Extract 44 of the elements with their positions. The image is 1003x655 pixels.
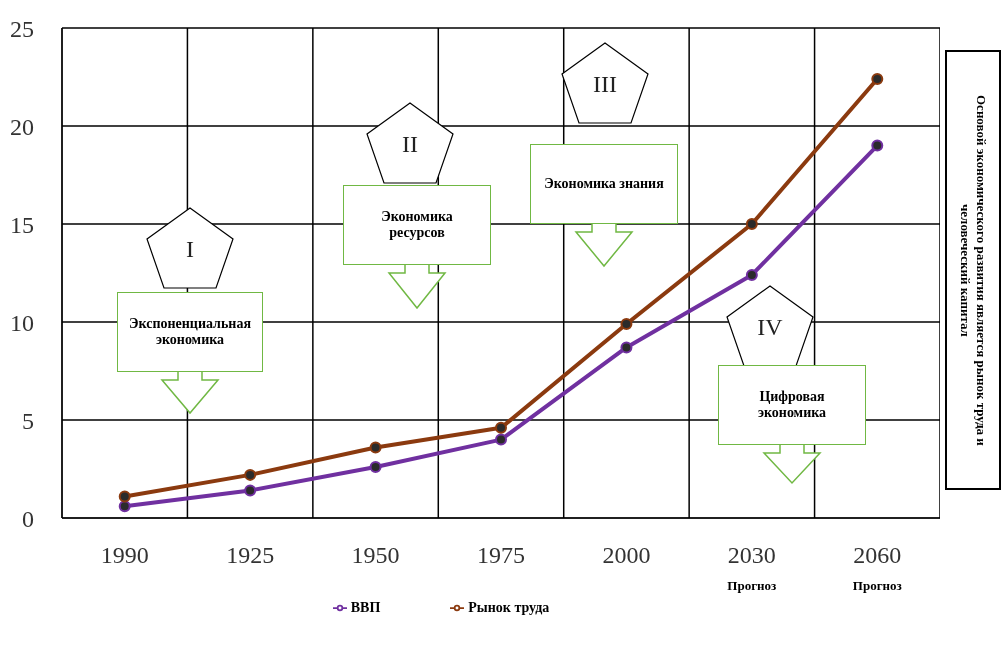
point [244, 468, 257, 481]
y-tick-label: 20 [10, 113, 34, 140]
x-tick-label: 2030 [727, 542, 776, 569]
point [495, 421, 507, 434]
point [495, 433, 507, 446]
annotation: Цифровая экономика [756, 389, 828, 421]
y-tick-label: 15 [10, 211, 34, 238]
note-box: Основой экономического развития является рынок труда и человеческий капитал [945, 50, 1001, 490]
text: Прогноз [726, 578, 778, 594]
annotation: IV [756, 314, 784, 341]
legend-label: Рынок труда [468, 600, 550, 615]
annotation: Экспоненциальная экономика [128, 316, 252, 348]
x-tick-label: 1975 [477, 542, 525, 569]
annotation: Экономика ресурсов [380, 209, 454, 241]
point [745, 268, 758, 281]
point [620, 317, 633, 330]
annotation: II [401, 131, 419, 158]
x-tick-label: 1990 [100, 542, 149, 569]
point [118, 490, 131, 503]
x-tick-label: 1950 [351, 542, 400, 569]
y-tick-label: 10 [10, 309, 34, 336]
callout-box: Экономика ресурсов [343, 185, 491, 265]
text: Прогноз [851, 578, 903, 594]
point [369, 461, 382, 474]
callout-box: Экспоненциальная экономика [117, 292, 263, 372]
annotation: I [185, 236, 195, 263]
callout-box: Цифровая экономика [718, 365, 866, 445]
annotation: Экономика знания [544, 176, 664, 192]
y-tick-label: 5 [22, 407, 34, 434]
y-tick-label: 25 [10, 15, 34, 42]
x-tick-label: 1925 [226, 542, 275, 569]
point [871, 139, 884, 152]
y-tick-label: 0 [22, 505, 34, 532]
point [244, 484, 257, 497]
point [871, 72, 884, 85]
point [369, 441, 382, 454]
point [118, 500, 131, 513]
x-tick-label: 2000 [602, 542, 651, 569]
x-tick-label: 2060 [853, 542, 902, 569]
legend-label: ВВП [350, 600, 381, 615]
annotation: III [592, 71, 618, 98]
point [745, 218, 758, 230]
point [620, 341, 633, 354]
callout-box: Экономика знания [530, 144, 678, 224]
